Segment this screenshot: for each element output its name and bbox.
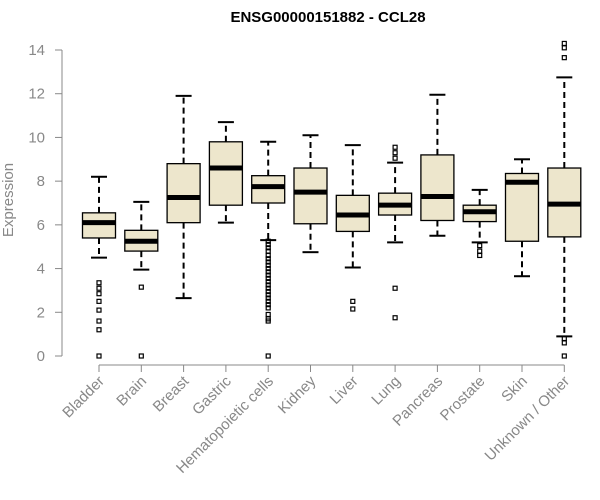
box xyxy=(420,154,455,222)
box xyxy=(504,172,540,242)
outlier-point xyxy=(138,284,144,290)
outlier-point xyxy=(265,305,271,311)
outlier-point xyxy=(392,144,398,150)
y-tick-label: 10 xyxy=(28,129,45,146)
outlier-point xyxy=(561,353,567,359)
outlier-point xyxy=(265,265,271,272)
outlier-point xyxy=(265,292,271,298)
outlier-point xyxy=(392,285,398,291)
outlier-point xyxy=(265,241,271,248)
outlier-point xyxy=(265,302,271,308)
outlier-point xyxy=(350,306,356,312)
y-axis: 0 2 4 6 8 10 12 14 xyxy=(28,42,63,365)
box-group xyxy=(293,134,328,254)
outlier-point xyxy=(96,291,102,297)
outlier-point xyxy=(392,155,398,161)
y-tick-label: 8 xyxy=(37,173,45,190)
outlier-point xyxy=(265,252,271,259)
box xyxy=(293,167,328,225)
outlier-point xyxy=(265,353,271,359)
outlier-point xyxy=(265,279,271,285)
outlier-point xyxy=(96,307,102,313)
outlier-point xyxy=(265,238,271,244)
outlier-point xyxy=(392,315,398,321)
outlier-point xyxy=(265,272,271,278)
box-group xyxy=(166,94,201,300)
outlier-point xyxy=(265,318,271,324)
outlier-point xyxy=(265,256,271,262)
box-group xyxy=(81,175,117,359)
outlier-point xyxy=(265,262,271,268)
box-group xyxy=(547,40,582,359)
box-group xyxy=(420,93,455,237)
x-tick-label: Kidney xyxy=(275,372,320,417)
outlier-point xyxy=(477,252,483,259)
y-axis-label: Expression xyxy=(0,163,17,237)
outlier-point xyxy=(265,298,271,304)
outlier-point xyxy=(561,340,567,346)
x-tick-label: Prostate xyxy=(437,373,489,425)
plot-area xyxy=(81,40,582,359)
outlier-point xyxy=(96,318,102,324)
outlier-point xyxy=(477,243,483,249)
outlier-point xyxy=(265,285,271,291)
outlier-point xyxy=(96,285,102,291)
box xyxy=(208,141,244,206)
outlier-point xyxy=(561,55,567,61)
x-tick-label: Lung xyxy=(368,373,404,409)
outlier-point xyxy=(96,327,102,333)
box-group xyxy=(504,158,540,278)
x-tick-label: Brain xyxy=(113,373,150,410)
outlier-point xyxy=(96,298,102,304)
x-tick-label: Liver xyxy=(327,373,362,408)
outlier-point xyxy=(265,282,271,288)
box xyxy=(81,212,117,239)
box-group xyxy=(208,121,244,224)
outlier-point xyxy=(96,280,102,286)
outlier-point xyxy=(392,150,398,156)
box xyxy=(251,175,286,204)
outlier-point xyxy=(350,298,356,304)
y-tick-label: 6 xyxy=(37,217,45,234)
box-group xyxy=(251,140,286,359)
outlier-point xyxy=(138,353,144,359)
outlier-point xyxy=(265,288,271,295)
y-tick-label: 12 xyxy=(28,86,45,103)
outlier-point xyxy=(265,275,271,282)
outlier-point xyxy=(561,45,567,51)
box-group xyxy=(124,200,159,359)
outlier-point xyxy=(265,269,271,275)
box-group xyxy=(335,144,370,312)
outlier-point xyxy=(561,40,567,47)
outlier-point xyxy=(477,248,483,254)
outlier-point xyxy=(265,245,271,251)
chart-title: ENSG00000151882 - CCL28 xyxy=(230,9,425,26)
y-tick-label: 0 xyxy=(37,348,45,365)
box-group xyxy=(377,144,413,321)
y-tick-label: 2 xyxy=(37,304,45,321)
y-tick-label: 4 xyxy=(37,261,45,278)
outlier-point xyxy=(265,311,271,318)
x-tick-label: Bladder xyxy=(59,373,108,422)
box xyxy=(166,163,201,224)
x-tick-label: Skin xyxy=(498,373,531,406)
outlier-point xyxy=(265,295,271,301)
y-tick-label: 14 xyxy=(28,42,45,59)
box-group xyxy=(462,188,497,259)
outlier-point xyxy=(96,353,102,359)
x-tick-label: Breast xyxy=(150,372,193,415)
outlier-point xyxy=(265,259,271,265)
